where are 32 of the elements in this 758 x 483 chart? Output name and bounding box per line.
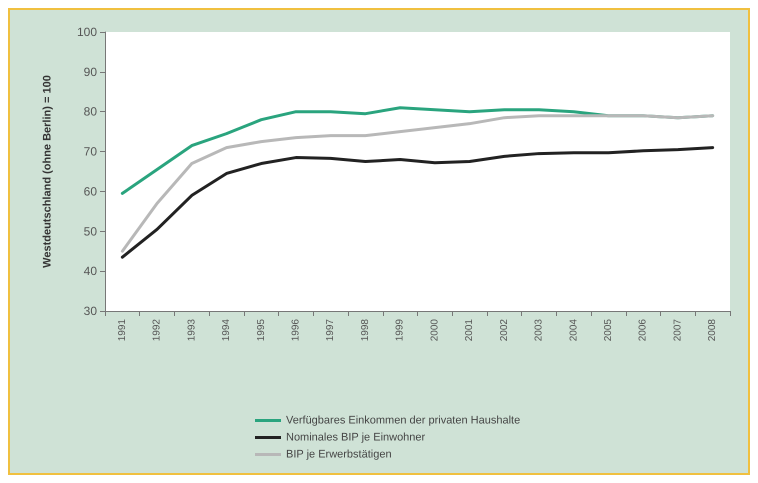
x-tick-label: 1993 — [186, 318, 198, 342]
y-tick-label: 30 — [84, 304, 98, 318]
x-tick-label: 2001 — [464, 318, 476, 342]
y-tick-label: 90 — [84, 64, 98, 79]
x-tick-label: 2008 — [707, 318, 718, 342]
x-tick-label: 1992 — [152, 318, 163, 342]
x-tick-label: 1996 — [290, 318, 302, 342]
line-series — [120, 114, 714, 253]
y-tick-label: 40 — [84, 264, 98, 278]
x-tick-label: 2005 — [602, 318, 614, 342]
x-tick-label: 2002 — [498, 318, 510, 342]
y-tick-label: 60 — [84, 184, 98, 198]
x-tick-label: 1995 — [256, 318, 267, 342]
x-tick-label: 1991 — [116, 318, 128, 342]
legend-label: BIP je Erwerbstätigen — [286, 448, 392, 460]
y-tick-label: 50 — [84, 224, 98, 238]
x-tick-label: 2000 — [429, 318, 440, 342]
x-tick-label: 2007 — [672, 318, 684, 342]
x-tick-label: 2003 — [534, 318, 545, 342]
x-tick-label: 1999 — [394, 318, 406, 342]
y-tick-label: 100 — [76, 25, 98, 39]
y-tick-label: 80 — [84, 104, 98, 119]
x-tick-label: 2004 — [568, 318, 580, 342]
legend-label: Verfügbares Einkommen der privaten Haushalte — [286, 414, 520, 426]
line-series — [120, 146, 714, 259]
x-tick-label: 2006 — [638, 318, 649, 342]
x-tick-label: 1998 — [360, 318, 371, 342]
x-tick-label: 1997 — [325, 318, 336, 342]
y-axis-title: Westdeutschland (ohne Berlin) = 100 — [42, 75, 54, 268]
x-tick-label: 1994 — [221, 318, 232, 342]
legend-label: Nominales BIP je Einwohner — [286, 432, 426, 444]
y-tick-label: 70 — [84, 144, 98, 159]
